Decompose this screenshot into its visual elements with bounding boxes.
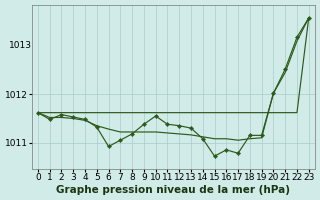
X-axis label: Graphe pression niveau de la mer (hPa): Graphe pression niveau de la mer (hPa) [56, 185, 290, 195]
Text: 1013: 1013 [9, 41, 32, 50]
